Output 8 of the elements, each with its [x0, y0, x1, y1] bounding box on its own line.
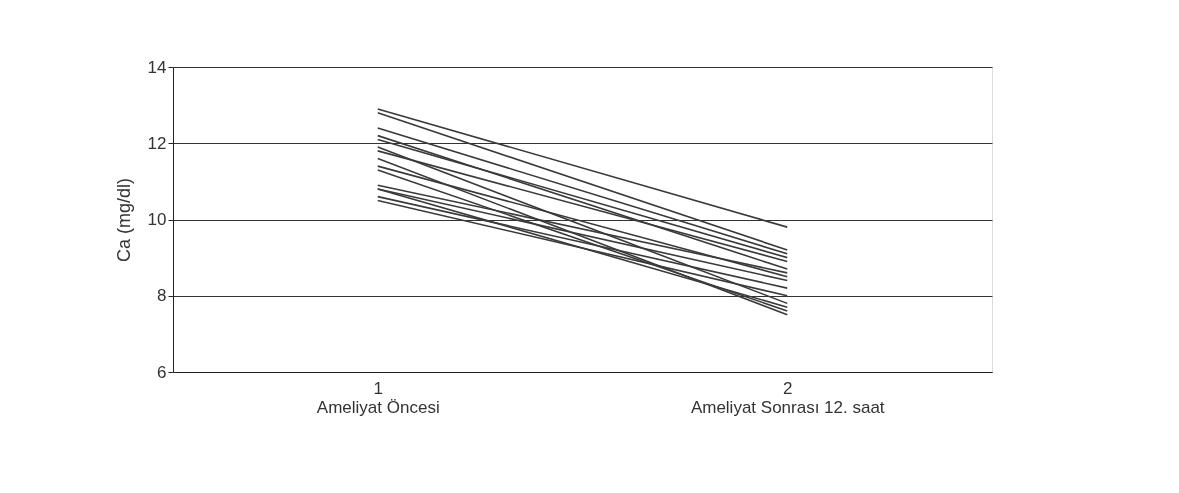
y-tick-label: 10	[147, 210, 167, 229]
x-tick-label: 2 Ameliyat Sonrası 12. saat	[690, 378, 885, 417]
y-tick-label: 8	[157, 286, 167, 306]
y-tick-label: 6	[157, 362, 167, 382]
y-tick-label: 14	[147, 57, 167, 77]
y-axis-title: Ca (mg/dl)	[113, 177, 134, 263]
x-tick-label: 1 Ameliyat Öncesi	[316, 378, 440, 417]
y-tick-label: 12	[147, 133, 167, 153]
